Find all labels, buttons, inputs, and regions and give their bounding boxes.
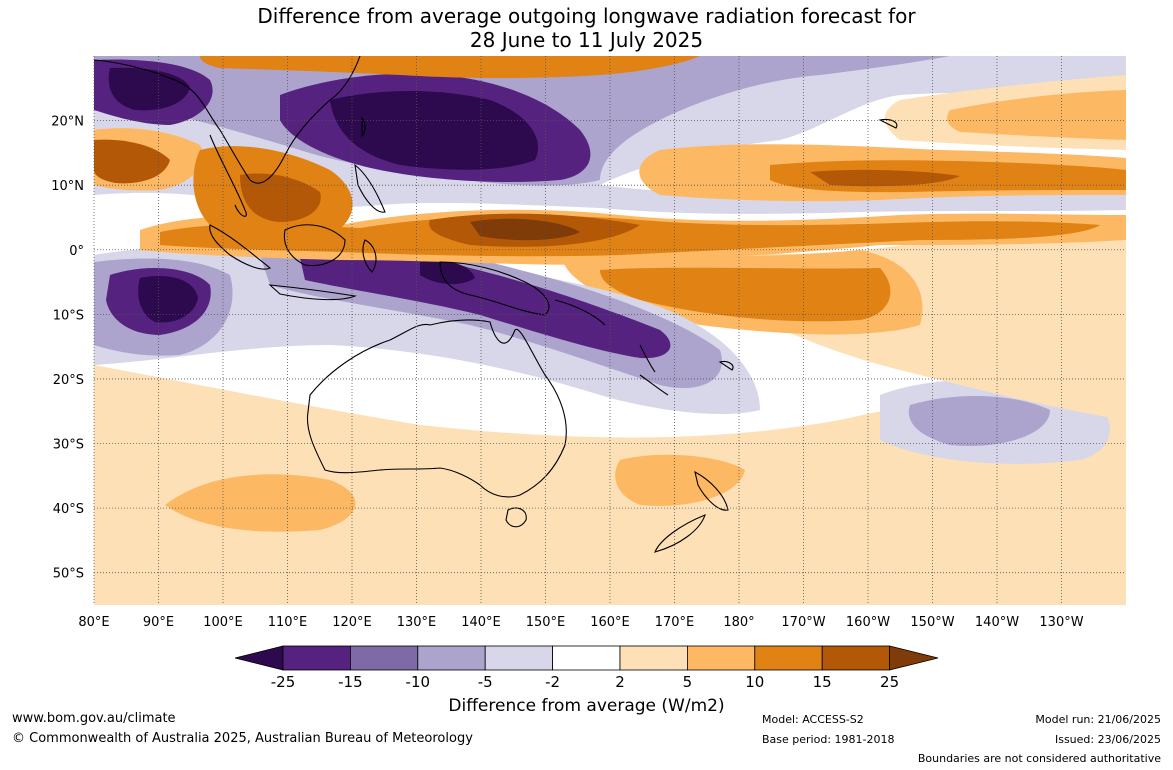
longitude-tick-label: 160°W bbox=[846, 615, 890, 630]
longitude-tick-label: 170°W bbox=[781, 615, 825, 630]
solomon-islands-coastline bbox=[554, 299, 606, 326]
longitude-tick-label: 140°E bbox=[461, 615, 501, 630]
latitude-tick-label: 20°N bbox=[51, 115, 84, 130]
longitude-tick-label: 130°E bbox=[397, 615, 437, 630]
anomaly-area-south-indian-positive bbox=[165, 474, 356, 532]
longitude-tick-label: 110°E bbox=[268, 615, 308, 630]
fiji-coastline bbox=[718, 361, 734, 371]
longitude-tick-label: 180° bbox=[723, 615, 754, 630]
colorbar-tick-label: -10 bbox=[406, 673, 431, 691]
colorbar-swatch bbox=[552, 645, 621, 671]
colorbar-tick-label: -2 bbox=[545, 673, 560, 691]
colorbar: -25 -15 -10 -5 -2 2 5 10 15 25 bbox=[234, 645, 939, 691]
new-guinea-coastline bbox=[439, 261, 550, 316]
latitude-tick-label: 50°S bbox=[53, 567, 84, 582]
indochina-coastline bbox=[209, 134, 247, 217]
sumatra-coastline bbox=[209, 224, 272, 270]
graticule bbox=[93, 56, 1126, 605]
latitude-tick-label: 30°S bbox=[53, 438, 84, 453]
longitude-tick-label: 150°W bbox=[910, 615, 954, 630]
asia-mainland-coastline bbox=[94, 56, 361, 184]
anomaly-area-indian-ocean-negative bbox=[94, 247, 760, 415]
colorbar-tick-label: 15 bbox=[813, 673, 832, 691]
anomaly-area-philippine-sea-negative-core bbox=[330, 91, 538, 170]
java-coastline bbox=[268, 284, 358, 301]
colorbar-tick-label: -5 bbox=[478, 673, 493, 691]
longitude-tick-label: 90°E bbox=[143, 615, 174, 630]
colorbar-swatch bbox=[417, 645, 486, 671]
colorbar-tick-label: 5 bbox=[683, 673, 693, 691]
anomaly-area-northeast-positive-mid bbox=[947, 90, 1126, 140]
colorbar-title: Difference from average (W/m2) bbox=[448, 696, 725, 716]
new-caledonia-coastline bbox=[639, 374, 669, 396]
colorbar-tick-label: 2 bbox=[615, 673, 625, 691]
boundaries-disclaimer: Boundaries are not considered authoritat… bbox=[917, 752, 1161, 765]
taiwan-coastline bbox=[361, 116, 366, 138]
anomaly-area-equatorial-positive-core bbox=[470, 218, 580, 241]
sulawesi-coastline bbox=[362, 239, 377, 273]
colorbar-tick-label: 10 bbox=[745, 673, 764, 691]
copyright-text: © Commonwealth of Australia 2025, Austra… bbox=[12, 731, 473, 746]
map-title: Difference from average outgoing longwav… bbox=[0, 0, 1173, 52]
colorbar-swatch bbox=[619, 645, 688, 671]
colorbar-tick-label: 25 bbox=[880, 673, 899, 691]
anomaly-area-banda-negative-core bbox=[420, 260, 475, 285]
anomaly-area-banda-negative-strong bbox=[300, 252, 671, 359]
longitude-labels: 80°E 90°E 100°E 110°E 120°E 130°E 140°E 150°E 16… bbox=[78, 615, 1083, 630]
latitude-tick-label: 40°S bbox=[53, 502, 84, 517]
colorbar-extend-high bbox=[889, 645, 939, 671]
colorbar-tick-label: -25 bbox=[271, 673, 296, 691]
australia-coastline bbox=[306, 319, 567, 498]
longitude-tick-label: 80°E bbox=[78, 615, 109, 630]
anomaly-area-south-china-sea-positive-core bbox=[240, 173, 321, 222]
borneo-coastline bbox=[283, 224, 346, 267]
anomaly-area-northern-band-positive bbox=[200, 56, 700, 79]
anomaly-area-tasman-positive bbox=[615, 454, 745, 506]
title-line-1: Difference from average outgoing longwav… bbox=[257, 4, 916, 28]
title-line-2: 28 June to 11 July 2025 bbox=[469, 28, 704, 52]
colorbar-swatch bbox=[754, 645, 823, 671]
latitude-tick-label: 0° bbox=[69, 244, 84, 259]
map-field bbox=[94, 56, 1126, 605]
base-period: Base period: 1981-2018 bbox=[762, 733, 895, 746]
model-run-date: Model run: 21/06/2025 bbox=[1035, 713, 1161, 726]
anomaly-area-nw-pacific-positive-core bbox=[810, 169, 960, 187]
latitude-labels: 20°N 10°N 0° 10°S 20°S 30°S 40°S 50°S bbox=[51, 115, 84, 582]
coastlines bbox=[94, 56, 898, 553]
issued-date: Issued: 23/06/2025 bbox=[1054, 733, 1161, 746]
anomaly-area-equatorial-positive-mid bbox=[160, 215, 1100, 257]
longitude-tick-label: 160°E bbox=[590, 615, 630, 630]
philippines-coastline bbox=[354, 163, 386, 213]
latitude-tick-label: 10°S bbox=[53, 308, 84, 323]
new-zealand-north-coastline bbox=[694, 470, 729, 511]
vanuatu-coastline bbox=[639, 344, 656, 373]
anomaly-area-indian-ocean-negative-core bbox=[138, 276, 198, 323]
latitude-tick-label: 20°S bbox=[53, 373, 84, 388]
longitude-tick-label: 120°E bbox=[332, 615, 372, 630]
longitude-tick-label: 150°E bbox=[526, 615, 566, 630]
anomaly-area-northern-indian-positive-core bbox=[94, 139, 170, 184]
colorbar-swatch bbox=[282, 645, 351, 671]
colorbar-extend-low bbox=[234, 645, 284, 671]
hawaii-coastline bbox=[878, 118, 898, 129]
latitude-tick-label: 10°N bbox=[51, 179, 84, 194]
anomaly-area-south-pacific-negative-core bbox=[908, 395, 1050, 446]
colorbar-swatch bbox=[687, 645, 756, 671]
colorbar-tick-label: -15 bbox=[338, 673, 363, 691]
anomaly-area-spcz-positive-core bbox=[600, 267, 891, 322]
longitude-tick-label: 170°E bbox=[655, 615, 695, 630]
longitude-tick-label: 130°W bbox=[1039, 615, 1083, 630]
model-name: Model: ACCESS-S2 bbox=[762, 713, 864, 726]
longitude-tick-label: 100°E bbox=[203, 615, 243, 630]
website-link[interactable]: www.bom.gov.au/climate bbox=[12, 711, 176, 726]
tasmania-coastline bbox=[505, 507, 527, 528]
colorbar-swatch bbox=[821, 645, 891, 671]
colorbar-swatch bbox=[349, 645, 419, 671]
colorbar-swatch bbox=[484, 645, 554, 671]
new-zealand-south-coastline bbox=[654, 514, 706, 553]
longitude-tick-label: 140°W bbox=[975, 615, 1019, 630]
